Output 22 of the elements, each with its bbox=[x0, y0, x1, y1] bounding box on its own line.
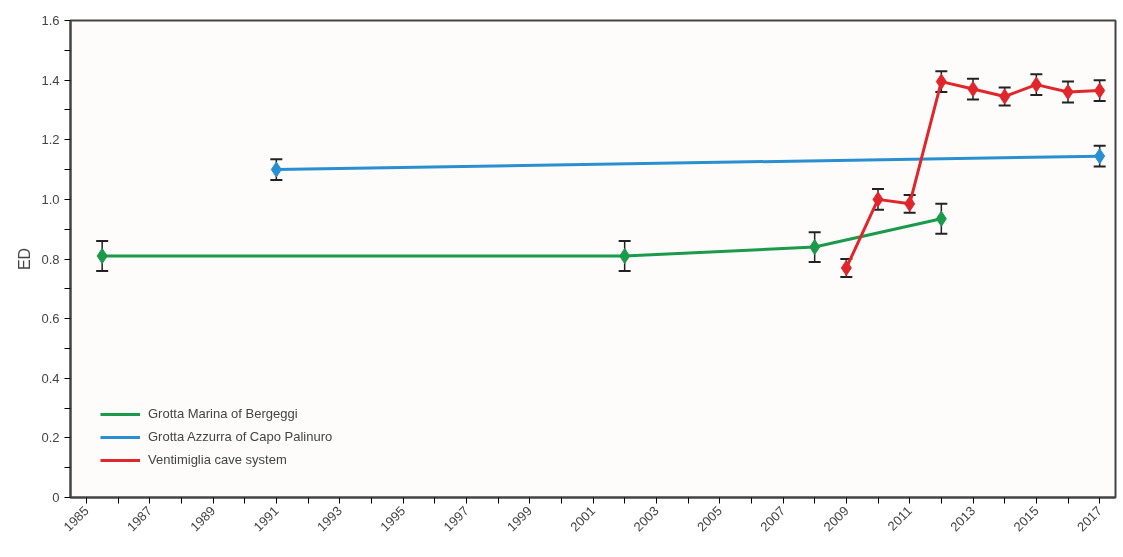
point bbox=[1062, 84, 1074, 101]
y-tick-label: 1.4 bbox=[41, 72, 60, 88]
y-tick-label: 0.4 bbox=[41, 370, 60, 386]
legend-label: Ventimiglia cave system bbox=[148, 452, 287, 467]
point bbox=[1030, 76, 1042, 93]
point bbox=[935, 73, 947, 90]
y-tick-label: 0.6 bbox=[41, 311, 60, 327]
point bbox=[809, 239, 821, 256]
point bbox=[619, 248, 631, 265]
y-tick-label: 0.8 bbox=[41, 251, 60, 267]
y-tick-label: 0 bbox=[52, 490, 60, 505]
y-tick-label: 1.6 bbox=[41, 13, 60, 28]
legend-label: Grotta Marina of Bergeggi bbox=[148, 406, 298, 421]
y-tick-label: 1.0 bbox=[41, 191, 60, 207]
legend-label: Grotta Azzurra of Capo Palinuro bbox=[148, 429, 333, 444]
point bbox=[967, 81, 979, 98]
y-tick-label: 0.2 bbox=[41, 430, 60, 446]
point bbox=[872, 191, 884, 208]
point bbox=[96, 248, 108, 265]
y-tick-label: 1.2 bbox=[41, 132, 60, 148]
point bbox=[935, 210, 947, 227]
y-axis-title: ED bbox=[16, 247, 34, 271]
